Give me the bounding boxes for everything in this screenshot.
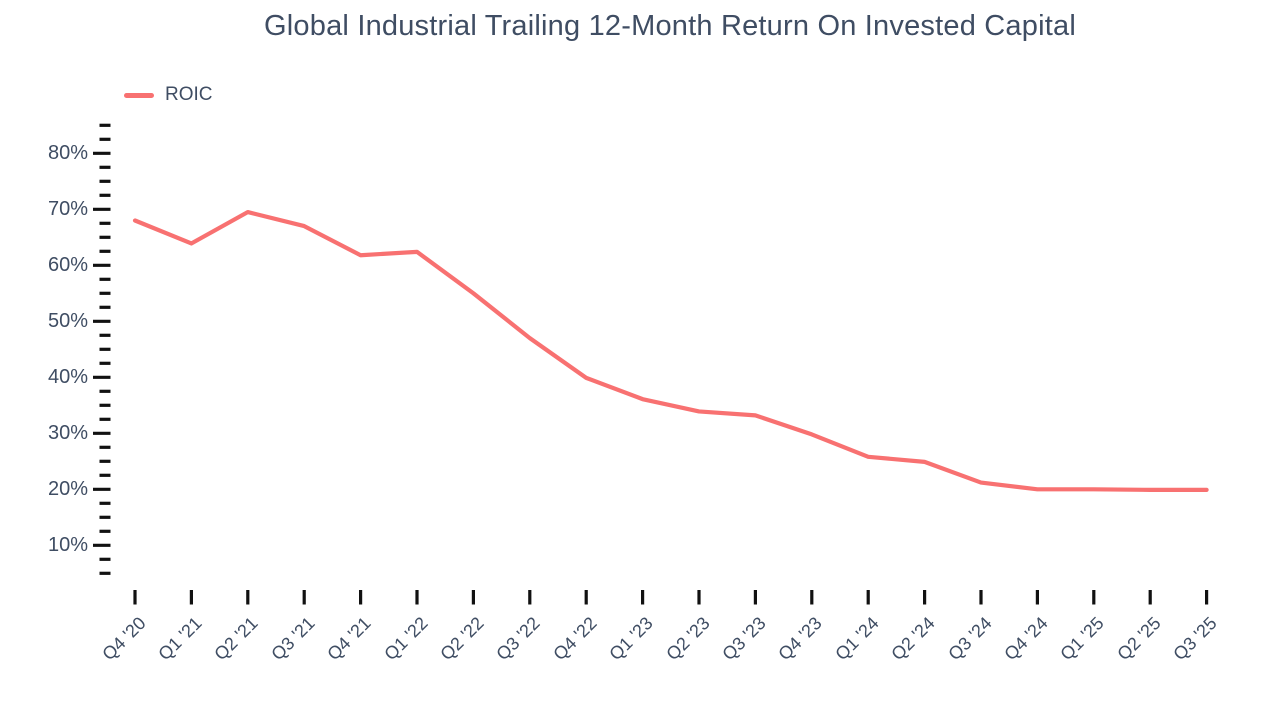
chart-title: Global Industrial Trailing 12-Month Retu… — [264, 10, 1076, 42]
y-axis-label: 80% — [47, 142, 88, 165]
legend: ROIC — [124, 84, 213, 106]
y-axis-label: 30% — [47, 422, 88, 445]
y-axis-label: 20% — [47, 478, 88, 501]
roic-line-series — [132, 210, 1209, 492]
y-axis-label: 60% — [47, 254, 88, 277]
y-axis-label: 40% — [47, 366, 88, 389]
y-axis-label: 50% — [47, 310, 88, 333]
x-axis-label: Q3 '25 — [1169, 613, 1221, 665]
y-axis-label: 70% — [47, 198, 88, 221]
y-axis-label: 10% — [47, 534, 88, 557]
legend-label: ROIC — [165, 84, 213, 105]
legend-line-swatch-icon — [124, 92, 154, 98]
